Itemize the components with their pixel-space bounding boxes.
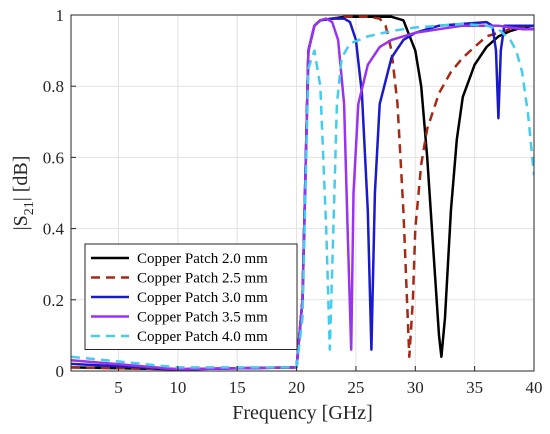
x-tick-label: 30 — [407, 378, 424, 397]
legend-label-2: Copper Patch 2.5 mm — [137, 271, 268, 287]
y-axis-label-sub: 21 — [22, 201, 37, 215]
y-tick-label: 0 — [56, 362, 65, 381]
x-tick-labels: 5 10 15 20 25 30 35 40 — [114, 366, 543, 397]
y-tick-label: 0.4 — [43, 220, 65, 239]
series-line-4 — [71, 17, 534, 371]
legend-label-4: Copper Patch 3.5 mm — [137, 310, 268, 326]
x-tick-label: 10 — [169, 378, 186, 397]
legend-label-5: Copper Patch 4.0 mm — [137, 329, 268, 345]
legend: Copper Patch 2.0 mm Copper Patch 2.5 mm Co… — [84, 243, 298, 350]
x-tick-label: 25 — [347, 378, 364, 397]
x-tick-label: 35 — [466, 378, 483, 397]
x-axis-label: Frequency [GHz] — [232, 402, 373, 424]
y-tick-label: 0.2 — [43, 291, 64, 310]
y-axis-label-end: | [dB] — [10, 156, 32, 202]
legend-label-3: Copper Patch 3.0 mm — [137, 290, 268, 306]
x-tick-label: 5 — [114, 378, 123, 397]
x-tick-label: 20 — [288, 378, 305, 397]
y-tick-labels: 0 0.2 0.4 0.6 0.8 1 — [43, 6, 76, 381]
y-tick-label: 1 — [56, 6, 65, 25]
y-axis-label: |S21| [dB] — [10, 156, 37, 231]
y-axis-label-main: |S — [10, 215, 32, 230]
x-tick-label: 15 — [229, 378, 246, 397]
legend-label-1: Copper Patch 2.0 mm — [137, 251, 268, 267]
series-group — [71, 15, 534, 371]
x-tick-label: 40 — [526, 378, 543, 397]
series-line-2 — [71, 15, 534, 371]
y-tick-label: 0.8 — [43, 77, 64, 96]
plot-border — [70, 14, 535, 372]
y-tick-label: 0.6 — [43, 148, 64, 167]
series-line-5 — [71, 22, 534, 369]
